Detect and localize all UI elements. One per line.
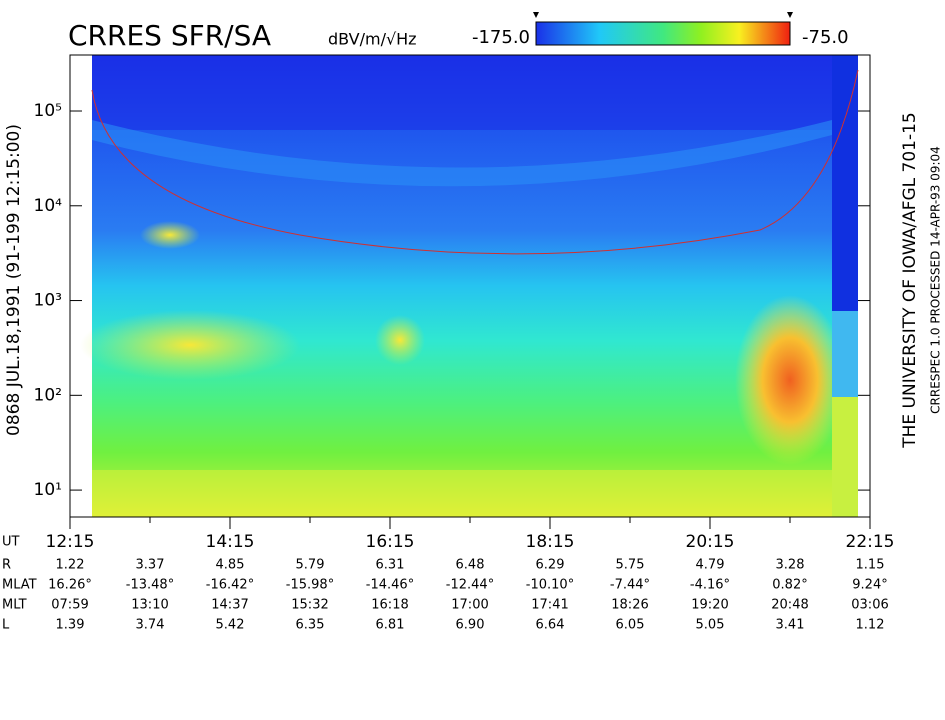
- x-tick-label: 22:15: [846, 532, 895, 552]
- ephemeris-value: 6.35: [296, 618, 325, 633]
- ephemeris-value: 15:32: [291, 598, 328, 613]
- ephemeris-value: 1.39: [56, 618, 85, 633]
- ephemeris-value: 5.42: [216, 618, 245, 633]
- ephemeris-value: 17:00: [451, 598, 488, 613]
- ephemeris-value: 3.28: [776, 558, 805, 573]
- ephemeris-value: 1.12: [856, 618, 885, 633]
- colorbar: [535, 21, 791, 46]
- ephemeris-row-label: L: [2, 618, 10, 633]
- ephemeris-value: 6.64: [536, 618, 565, 633]
- ephemeris-row-label: MLT: [2, 598, 27, 613]
- ephemeris-value: -4.16°: [690, 578, 730, 593]
- y-tick-label: 10³: [34, 291, 62, 311]
- ephemeris-value: 3.37: [136, 558, 165, 573]
- ephemeris-value: 20:48: [771, 598, 808, 613]
- y-tick-label: 10²: [34, 385, 62, 405]
- ephemeris-value: 1.22: [56, 558, 85, 573]
- ephemeris-value: -16.42°: [206, 578, 254, 593]
- ephemeris-value: -12.44°: [446, 578, 494, 593]
- colorbar-marker: [533, 12, 539, 18]
- ephemeris-value: 6.90: [456, 618, 485, 633]
- ephemeris-value: 5.79: [296, 558, 325, 573]
- ephemeris-value: 6.05: [616, 618, 645, 633]
- x-tick-label: 14:15: [206, 532, 255, 552]
- x-tick-label: 12:15: [46, 532, 95, 552]
- ephemeris-value: 1.15: [856, 558, 885, 573]
- y-tick-label: 10¹: [34, 480, 62, 500]
- x-tick-label: 20:15: [686, 532, 735, 552]
- ephemeris-value: 5.75: [616, 558, 645, 573]
- institution-label: THE UNIVERSITY OF IOWA/AFGL 701-15: [900, 112, 920, 449]
- ephemeris-value: -13.48°: [126, 578, 174, 593]
- spectrogram-image: [80, 55, 859, 517]
- ephemeris-value: 14:37: [211, 598, 248, 613]
- ephemeris-value: 0.82°: [772, 578, 807, 593]
- ephemeris-value: 9.24°: [852, 578, 887, 593]
- x-tick-label: 18:15: [526, 532, 575, 552]
- ephemeris-value: -10.10°: [526, 578, 574, 593]
- colorbar-marker: [787, 12, 793, 18]
- ephemeris-value: 18:26: [611, 598, 648, 613]
- ephemeris-value: 5.05: [696, 618, 725, 633]
- ephemeris-row-label: MLAT: [2, 578, 37, 593]
- ephemeris-value: 6.29: [536, 558, 565, 573]
- y-axis-label: 0868 JUL.18,1991 (91-199 12:15:00): [4, 124, 24, 436]
- ephemeris-value: -14.46°: [366, 578, 414, 593]
- ephemeris-value: 6.48: [456, 558, 485, 573]
- colorbar-label: dBV/m/√Hz: [328, 30, 417, 49]
- chart-title: CRRES SFR/SA: [68, 19, 271, 52]
- x-row-label: UT: [2, 535, 20, 550]
- ephemeris-value: -15.98°: [286, 578, 334, 593]
- ephemeris-value: 3.74: [136, 618, 165, 633]
- y-tick-label: 10⁴: [34, 196, 63, 216]
- ephemeris-value: 4.79: [696, 558, 725, 573]
- colorbar-tick-label: -75.0: [802, 27, 849, 48]
- y-tick-label: 10⁵: [34, 101, 62, 121]
- ephemeris-value: -7.44°: [610, 578, 650, 593]
- ephemeris-value: 19:20: [691, 598, 728, 613]
- processed-label: CRRESPEC 1.0 PROCESSED 14-APR-93 09:04: [929, 146, 943, 414]
- ephemeris-value: 17:41: [531, 598, 568, 613]
- ephemeris-value: 13:10: [131, 598, 168, 613]
- ephemeris-value: 3.41: [776, 618, 805, 633]
- colorbar-tick-label: -175.0: [472, 27, 530, 48]
- ephemeris-value: 07:59: [51, 598, 88, 613]
- ephemeris-value: 03:06: [851, 598, 888, 613]
- ephemeris-row-label: R: [2, 558, 11, 573]
- ephemeris-value: 16.26°: [48, 578, 92, 593]
- ephemeris-value: 6.81: [376, 618, 405, 633]
- ephemeris-value: 16:18: [371, 598, 408, 613]
- x-tick-label: 16:15: [366, 532, 415, 552]
- ephemeris-value: 6.31: [376, 558, 405, 573]
- ephemeris-value: 4.85: [216, 558, 245, 573]
